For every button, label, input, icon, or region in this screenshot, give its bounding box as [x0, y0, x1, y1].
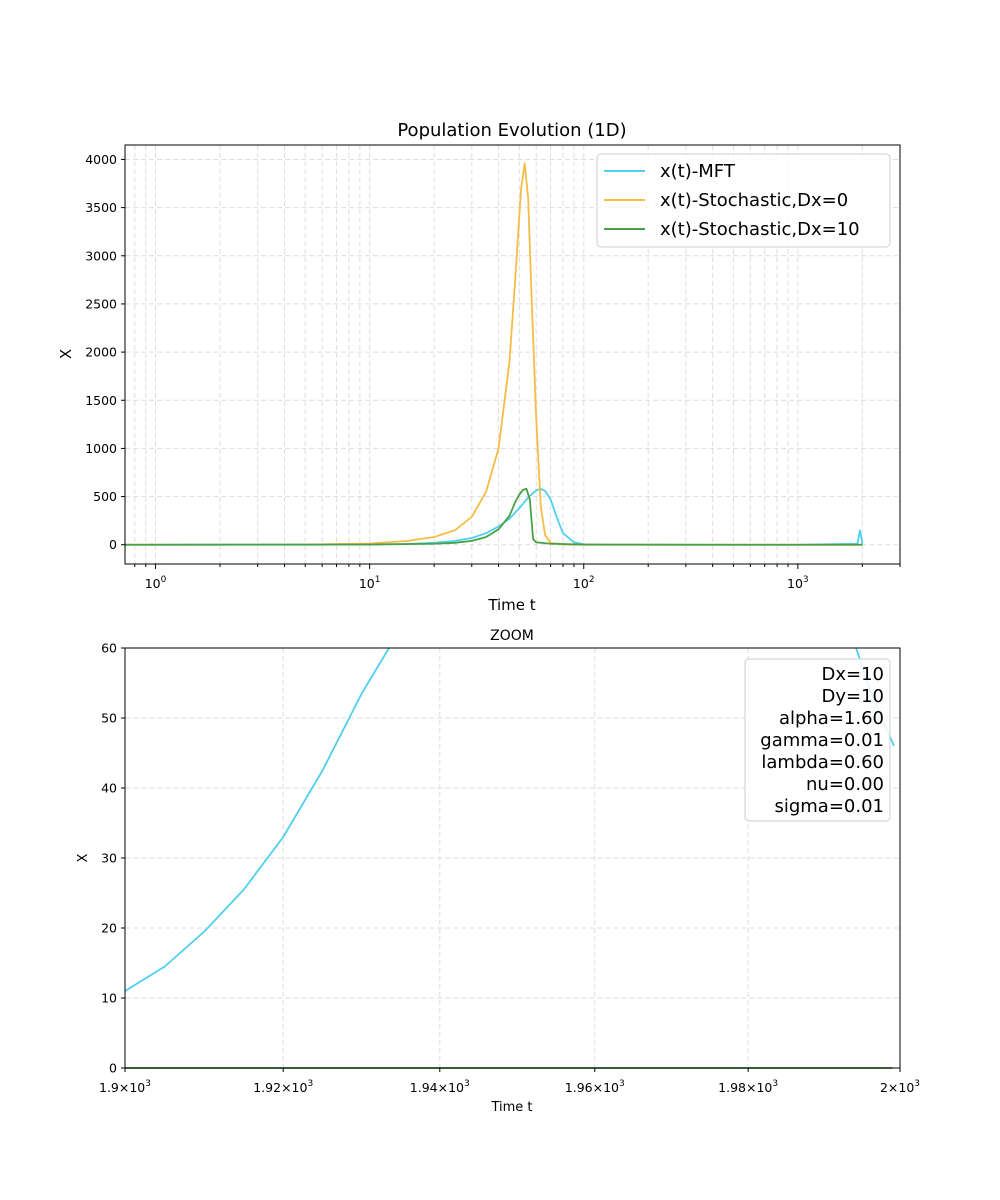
y-tick-label: 60	[101, 641, 117, 656]
y-tick-label: 3000	[85, 248, 117, 263]
chart2-y-ticks: 0 10 20 30 40 50 60	[101, 641, 125, 1076]
y-tick-label: 0	[109, 1061, 117, 1076]
y-tick-label: 30	[101, 851, 117, 866]
chart1-legend-box	[596, 153, 891, 248]
x-tick-label: 1.98×103	[718, 1079, 778, 1095]
x-tick-label: 1.92×103	[253, 1079, 313, 1095]
chart2-parameter-box: Dx=10 Dy=10 alpha=1.60 gamma=0.01 lambda…	[744, 658, 891, 822]
y-tick-label: 2500	[85, 296, 117, 311]
parameter-box-frame	[744, 658, 891, 822]
param-dy: Dy=10	[822, 686, 885, 707]
chart1-x-axis-label: Time t	[487, 596, 535, 614]
chart2-x-ticks: 1.9×103 1.92×103 1.94×103 1.96×103 1.98×103 2…	[99, 1068, 920, 1095]
y-tick-label: 40	[101, 781, 117, 796]
chart-population-evolution: 100 101 102 103 0 500 1000 1500 2000 2500 3000 350…	[57, 120, 901, 614]
series-line-zoom-0	[124, 647, 390, 992]
param-alpha: alpha=1.60	[779, 708, 884, 729]
chart1-x-ticks: 100 101 102 103	[134, 564, 901, 591]
x-tick-label: 1.9×103	[99, 1079, 151, 1095]
chart2-y-axis-label: X	[76, 853, 91, 862]
y-tick-label: 50	[101, 711, 117, 726]
chart1-plot-frame	[124, 144, 901, 565]
param-dx: Dx=10	[822, 664, 885, 685]
param-nu: nu=0.00	[806, 774, 884, 795]
x-tick-label: 102	[573, 575, 595, 591]
y-tick-label: 1000	[85, 441, 117, 456]
y-tick-label: 3500	[85, 200, 117, 215]
x-tick-label: 100	[145, 575, 167, 591]
x-tick-label: 103	[787, 575, 809, 591]
chart1-title: Population Evolution (1D)	[397, 120, 626, 141]
legend-label-mft: x(t)-MFT	[660, 161, 736, 182]
x-tick-label: 2×103	[880, 1079, 920, 1095]
legend-label-stochastic-dx10: x(t)-Stochastic,Dx=10	[660, 219, 860, 240]
y-tick-label: 20	[101, 921, 117, 936]
y-tick-label: 4000	[85, 152, 117, 167]
chart1-y-ticks: 0 500 1000 1500 2000 2500 3000 3500 4000	[85, 152, 125, 552]
chart2-x-axis-label: Time t	[490, 1100, 532, 1115]
series-line-x-t-stochastic-dx-10	[124, 487, 863, 546]
y-tick-label: 2000	[85, 345, 117, 360]
param-lambda: lambda=0.60	[761, 752, 884, 773]
y-tick-label: 1500	[85, 393, 117, 408]
chart2-title: ZOOM	[490, 628, 534, 644]
y-tick-label: 500	[93, 489, 117, 504]
chart1-series-layer	[124, 162, 864, 546]
x-tick-label: 1.94×103	[410, 1079, 470, 1095]
chart1-legend: x(t)-MFT x(t)-Stochastic,Dx=0 x(t)-Stoch…	[596, 153, 891, 248]
y-tick-label: 10	[101, 991, 117, 1006]
param-gamma: gamma=0.01	[760, 730, 884, 751]
y-tick-label: 0	[109, 537, 117, 552]
x-tick-label: 1.96×103	[565, 1079, 625, 1095]
x-tick-label: 101	[359, 575, 381, 591]
legend-label-stochastic-dx0: x(t)-Stochastic,Dx=0	[660, 190, 848, 211]
param-sigma: sigma=0.01	[774, 796, 884, 817]
chart1-y-axis-label: X	[57, 349, 75, 359]
chart-zoom: 1.9×103 1.92×103 1.94×103 1.96×103 1.98×103 2…	[76, 628, 920, 1115]
